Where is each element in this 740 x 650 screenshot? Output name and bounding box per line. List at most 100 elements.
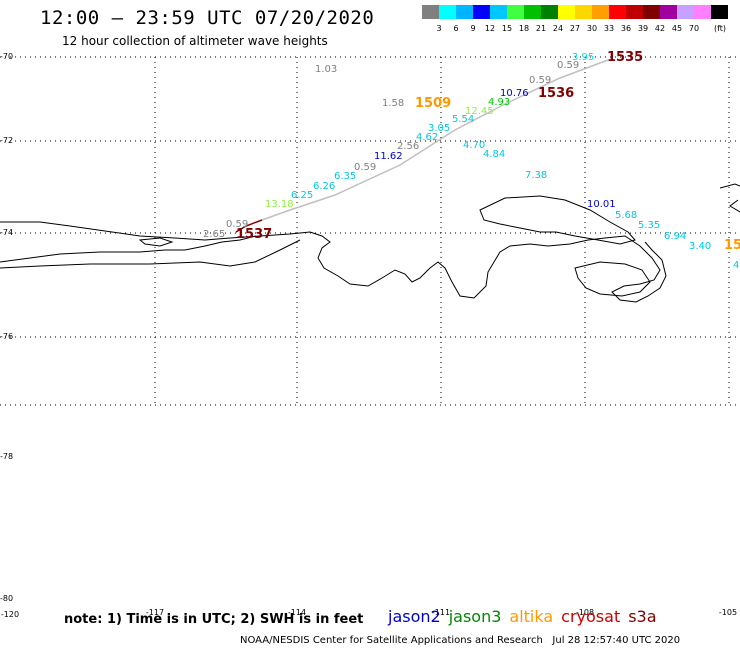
legend-label: 24 — [552, 24, 564, 33]
legend-label: 21 — [535, 24, 547, 33]
wave-height-label: 5.54 — [452, 114, 475, 125]
legend-label: 15 — [501, 24, 513, 33]
legend-swatch — [711, 5, 728, 19]
wave-height-label: 3.95 — [572, 52, 595, 63]
wave-height-label: 6.26 — [313, 181, 336, 192]
satellite-name: s3a — [628, 607, 657, 626]
track-1537 — [235, 219, 263, 233]
satellite-legend: jason2 jason3 altika cryosat s3a — [388, 607, 665, 626]
wave-height-label: 1.03 — [315, 64, 338, 75]
page-subtitle: 12 hour collection of altimeter wave hei… — [62, 34, 328, 48]
legend-label: 27 — [569, 24, 581, 33]
legend-swatch — [643, 5, 660, 19]
wave-height-label: 6.35 — [334, 171, 357, 182]
wave-height-label: 0.59 — [354, 162, 377, 173]
wave-height-label: 1.58 — [382, 98, 405, 109]
pass-time-label: 1509 — [415, 96, 452, 111]
lon-label: -114 — [287, 608, 307, 617]
legend-swatch — [626, 5, 643, 19]
wave-height-label: 4.70 — [463, 140, 486, 151]
lon-label: -120 — [0, 610, 20, 619]
legend-swatch — [473, 5, 490, 19]
wave-height-label: 7.38 — [525, 170, 548, 181]
legend-label: 6 — [453, 24, 459, 33]
wave-height-label: 0.59 — [529, 75, 552, 86]
legend-swatch — [558, 5, 575, 19]
pass-time-label: 1537 — [236, 227, 273, 242]
pass-time-label: 1536 — [538, 86, 575, 101]
credit-line: NOAA/NESDIS Center for Satellite Applica… — [240, 635, 680, 646]
legend-label: 39 — [637, 24, 649, 33]
legend-label: 42 — [654, 24, 666, 33]
wave-height-label: 4 — [733, 260, 740, 271]
legend-swatch — [660, 5, 677, 19]
footer-note: note: 1) Time is in UTC; 2) SWH is in fe… — [64, 612, 364, 627]
wave-height-label: 6.94 — [664, 231, 687, 242]
wave-height-label: 2.65 — [203, 229, 226, 240]
legend-swatch — [677, 5, 694, 19]
legend-swatch — [524, 5, 541, 19]
wave-height-label: 11.62 — [374, 151, 403, 162]
legend-label: 30 — [586, 24, 598, 33]
wave-height-label: 4.62 — [416, 132, 439, 143]
wave-height-label: 4.84 — [483, 149, 506, 160]
legend-swatch — [541, 5, 558, 19]
legend-unit: (ft) — [714, 24, 727, 33]
lat-label: -70 — [0, 52, 14, 61]
coastline — [0, 183, 740, 303]
wave-height-label: 0.59 — [226, 219, 249, 230]
legend-label: 70 — [688, 24, 700, 33]
lat-label: -78 — [0, 452, 14, 461]
page-title: 12:00 – 23:59 UTC 07/20/2020 — [40, 7, 375, 29]
satellite-name: cryosat — [561, 607, 621, 626]
satellite-name: jason3 — [448, 607, 502, 626]
lat-label: -76 — [0, 332, 14, 341]
wave-height-label: 13.18 — [265, 199, 294, 210]
wave-height-label: 4.93 — [488, 97, 511, 108]
wave-height-label: 10.01 — [587, 199, 616, 210]
legend-swatch — [609, 5, 626, 19]
legend-label: 9 — [470, 24, 476, 33]
legend-label: 12 — [484, 24, 496, 33]
legend-swatch — [456, 5, 473, 19]
legend-swatch — [507, 5, 524, 19]
legend-label: 36 — [620, 24, 632, 33]
graticule — [0, 56, 740, 406]
wave-height-label: 5.35 — [638, 220, 661, 231]
legend-swatch — [575, 5, 592, 19]
legend-swatch — [439, 5, 456, 19]
timestamp: Jul 28 12:57:40 UTC 2020 — [552, 635, 681, 646]
legend-label: 3 — [436, 24, 442, 33]
lon-label: -111 — [431, 608, 451, 617]
legend-swatch — [592, 5, 609, 19]
wave-height-label: 2.56 — [397, 141, 420, 152]
satellite-name: jason2 — [388, 607, 441, 626]
legend-label: 18 — [518, 24, 530, 33]
lon-label: -105 — [718, 608, 738, 617]
lon-label: -108 — [575, 608, 595, 617]
satellite-name: altika — [509, 607, 554, 626]
legend-swatch — [422, 5, 439, 19]
wave-height-label: 10.76 — [500, 88, 529, 99]
color-legend: 3 6 9 12 15 18 21 24 27 30 33 36 39 42 45 70 (ft) — [422, 5, 730, 35]
track-1535 — [261, 59, 609, 221]
wave-height-label: 5.68 — [615, 210, 638, 221]
pass-time-label: 1535 — [607, 50, 644, 65]
lat-label: -72 — [0, 136, 14, 145]
lat-label: -74 — [0, 228, 14, 237]
lon-label: -117 — [145, 608, 165, 617]
legend-swatch — [490, 5, 507, 19]
satellite-tracks — [235, 59, 609, 233]
wave-height-label: 12.45 — [465, 106, 494, 117]
wave-height-label: 0.59 — [557, 60, 580, 71]
legend-label: 45 — [671, 24, 683, 33]
wave-height-label: 3.05 — [428, 123, 451, 134]
legend-label: 33 — [603, 24, 615, 33]
pass-time-label: 15 — [724, 238, 740, 253]
wave-height-label: 3.40 — [689, 241, 712, 252]
lat-label: -80 — [0, 594, 14, 603]
credit-text: NOAA/NESDIS Center for Satellite Applica… — [240, 635, 543, 646]
legend-swatch — [694, 5, 711, 19]
wave-height-label: 6.25 — [291, 190, 314, 201]
